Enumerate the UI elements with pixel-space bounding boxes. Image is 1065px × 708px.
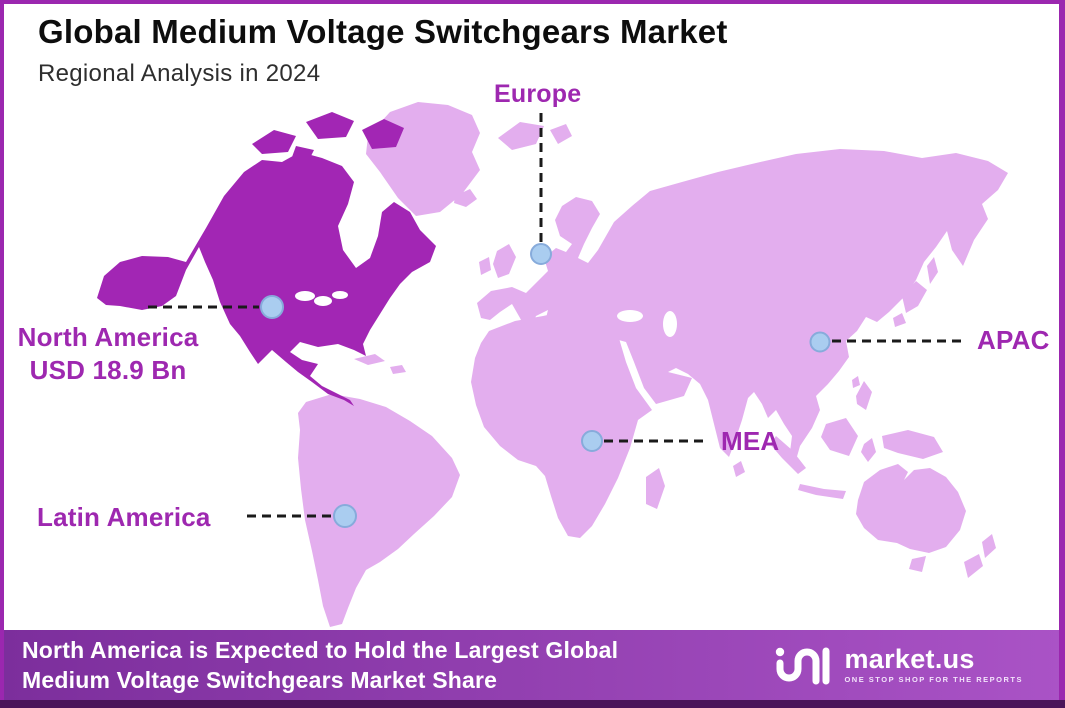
frame-border-top xyxy=(0,0,1065,4)
marketus-logo: market.us ONE STOP SHOP FOR THE REPORTS xyxy=(772,641,1023,689)
world-landmass-shapes xyxy=(298,102,1008,627)
banner-line-2: Medium Voltage Switchgears Market Share xyxy=(22,667,498,693)
connector-lines xyxy=(148,113,966,518)
mea-label: MEA xyxy=(721,426,780,456)
page-title: Global Medium Voltage Switchgears Market xyxy=(38,13,728,50)
north-america-label-name: North America xyxy=(17,322,199,352)
frame-border-left xyxy=(0,0,4,708)
latin-america-marker-icon xyxy=(333,504,357,528)
logo-tagline: ONE STOP SHOP FOR THE REPORTS xyxy=(844,675,1023,684)
frame-border-bottom xyxy=(0,700,1065,708)
latin-america-label: Latin America xyxy=(37,502,211,532)
north-america-label: North America USD 18.9 Bn xyxy=(10,321,206,387)
apac-marker-icon xyxy=(809,331,831,353)
banner-line-1: North America is Expected to Hold the La… xyxy=(22,637,619,663)
europe-marker-icon xyxy=(530,243,552,265)
page-subtitle: Regional Analysis in 2024 xyxy=(38,60,321,87)
logo-brand: market.us xyxy=(844,644,975,674)
bottom-banner: North America is Expected to Hold the La… xyxy=(0,630,1065,700)
banner-text: North America is Expected to Hold the La… xyxy=(0,635,618,695)
lakes xyxy=(295,291,677,337)
europe-label: Europe xyxy=(494,80,582,108)
marketus-logo-icon xyxy=(776,647,830,685)
logo-text: market.us ONE STOP SHOP FOR THE REPORTS xyxy=(844,644,1023,685)
north-america-marker-icon xyxy=(260,295,284,319)
frame-border-right xyxy=(1059,0,1065,708)
north-america-label-value: USD 18.9 Bn xyxy=(29,355,187,385)
region-north-america-shape xyxy=(97,112,436,406)
apac-label: APAC xyxy=(977,325,1050,355)
location-markers xyxy=(260,243,831,528)
mea-marker-icon xyxy=(581,430,603,452)
